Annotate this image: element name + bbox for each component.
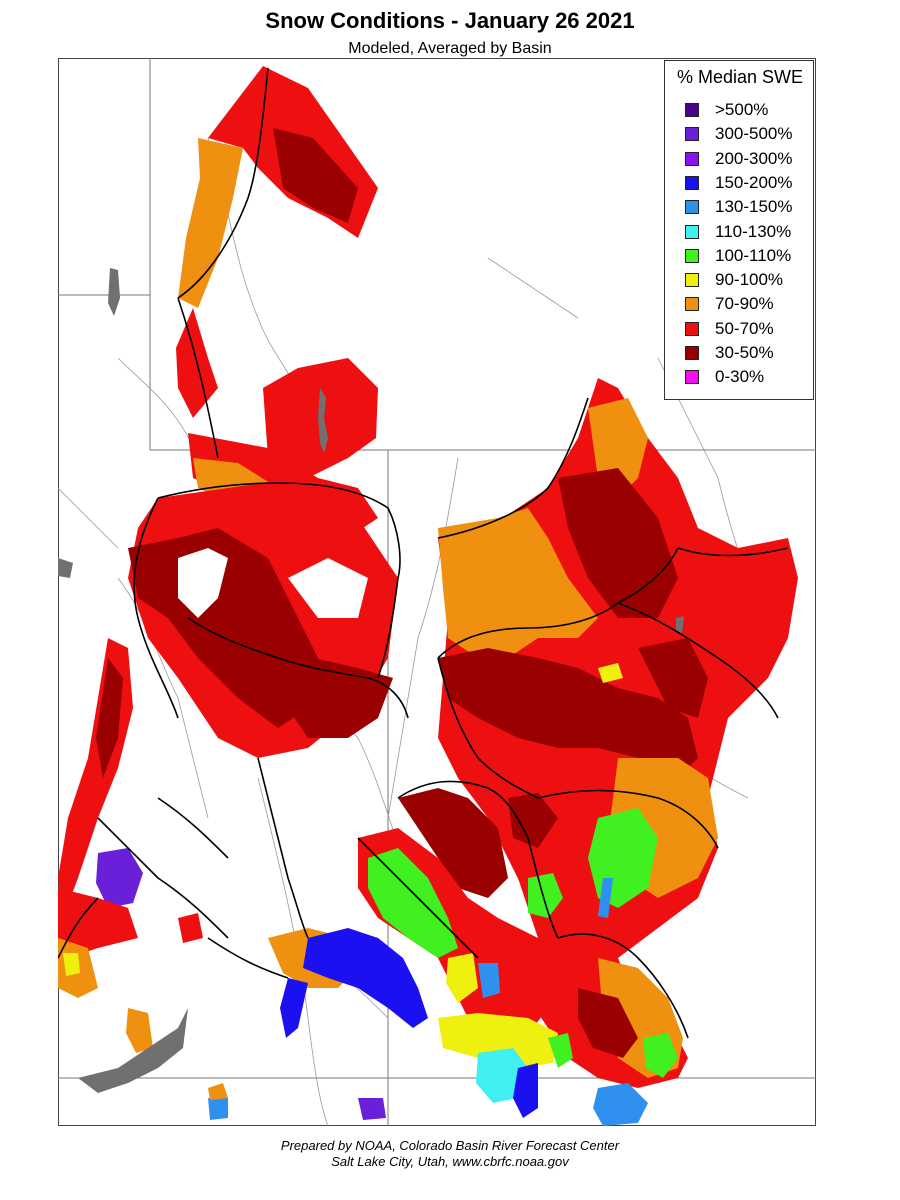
- legend-label: 100-110%: [715, 245, 792, 265]
- region-90-100-sw: [63, 953, 80, 976]
- legend-swatch: [685, 248, 699, 263]
- region-100-110-sanjuan: [643, 1033, 678, 1078]
- legend-label: 150-200%: [715, 172, 793, 192]
- reservoirs: [58, 268, 684, 1093]
- region-50-70-sw-fringe: [58, 888, 138, 958]
- legend-swatch: [685, 151, 699, 166]
- region-70-90-northwest: [178, 138, 243, 308]
- legend-item: 110-130%: [685, 221, 791, 243]
- legend-swatch: [685, 346, 699, 360]
- legend-title: % Median SWE: [676, 67, 804, 87]
- legend-swatch: [685, 127, 699, 142]
- legend-item: 0-30%: [685, 366, 764, 388]
- legend-label: 200-300%: [715, 148, 793, 168]
- bear-lake: [108, 268, 120, 316]
- region-130-150-sanjuan: [593, 1083, 648, 1126]
- region-90-100-east: [598, 663, 623, 683]
- legend-label: >500%: [715, 100, 769, 119]
- legend-swatch: [685, 175, 699, 190]
- legend-label: 30-50%: [715, 343, 774, 362]
- region-30-50-west-fringe: [96, 658, 123, 778]
- basin-boundaries: [58, 67, 789, 1039]
- legend-item: 90-100%: [685, 269, 783, 291]
- region-100-110-south-mid2: [528, 873, 563, 918]
- region-150-200-south3: [513, 1063, 538, 1118]
- region-90-100-south: [446, 953, 478, 1003]
- swe-regions: [58, 66, 798, 1126]
- region-30-50-east-a: [558, 468, 678, 618]
- reservoir-west-small: [58, 558, 73, 578]
- region-90-100-south-cluster: [438, 1013, 558, 1068]
- legend-swatch: [685, 297, 699, 312]
- legend-swatch: [685, 321, 699, 336]
- region-130-150-south-small: [208, 1098, 228, 1120]
- legend-item: 300-500%: [685, 123, 793, 145]
- legend-label: 50-70%: [715, 318, 774, 338]
- region-100-110-south-mid: [368, 848, 458, 958]
- legend-swatch: [685, 103, 699, 117]
- legend-item: 130-150%: [685, 196, 793, 218]
- legend-label: 0-30%: [715, 367, 765, 387]
- region-300-500-west: [96, 848, 143, 908]
- legend-label: 130-150%: [715, 197, 793, 217]
- region-130-150-east: [598, 878, 613, 918]
- legend-label: 300-500%: [715, 124, 793, 144]
- legend: % Median SWE >500% 300-500% 200-300% 150-20…: [664, 60, 814, 400]
- legend-item: 70-90%: [685, 293, 774, 315]
- region-70-90-south-small2: [208, 1083, 228, 1100]
- legend-swatch: [685, 273, 699, 288]
- region-30-50-south-ridge: [398, 788, 508, 898]
- region-white-uc-interior2: [288, 558, 368, 618]
- legend-label: 70-90%: [715, 294, 774, 314]
- region-white-uc-interior: [178, 548, 228, 618]
- region-300-500-south: [358, 1098, 386, 1120]
- legend-label: 110-130%: [715, 221, 792, 241]
- region-100-110-south-cluster: [548, 1033, 573, 1068]
- region-130-150-south: [478, 963, 500, 998]
- region-30-50-east-b: [438, 648, 698, 778]
- region-30-50-east-d: [508, 793, 558, 848]
- flaming-gorge-reservoir: [318, 388, 328, 453]
- footer-location: Salt Lake City, Utah, www.cbrfc.noaa.gov: [331, 1154, 569, 1169]
- legend-item: 50-70%: [685, 318, 774, 340]
- region-50-70-south-small: [178, 913, 203, 943]
- legend-item: >500%: [685, 99, 768, 121]
- region-30-50-east-c: [638, 638, 708, 718]
- footer-credit: Prepared by NOAA, Colorado Basin River F…: [280, 1138, 620, 1153]
- region-70-90-east-west: [438, 508, 598, 658]
- legend-swatch: [685, 224, 699, 239]
- map-title: Snow Conditions - January 26 2021: [265, 8, 635, 33]
- legend-label: 90-100%: [715, 270, 784, 290]
- region-30-50-uc-east: [273, 658, 393, 738]
- region-30-50-north: [273, 128, 358, 223]
- legend-swatch: [685, 370, 699, 385]
- legend-item: 150-200%: [685, 172, 793, 194]
- region-150-200-south2: [280, 978, 308, 1038]
- map-subtitle: Modeled, Averaged by Basin: [348, 40, 552, 57]
- legend-item: 200-300%: [685, 148, 793, 170]
- legend-item: 30-50%: [685, 342, 774, 364]
- lake-powell: [78, 1008, 188, 1093]
- region-30-50-sanjuan: [578, 988, 638, 1058]
- reservoir-east: [676, 616, 684, 633]
- region-150-200-south: [303, 928, 428, 1028]
- region-30-50-uc: [128, 528, 318, 728]
- region-70-90-south-small: [126, 1008, 153, 1053]
- legend-swatch: [685, 200, 699, 215]
- legend-item: 100-110%: [685, 245, 791, 267]
